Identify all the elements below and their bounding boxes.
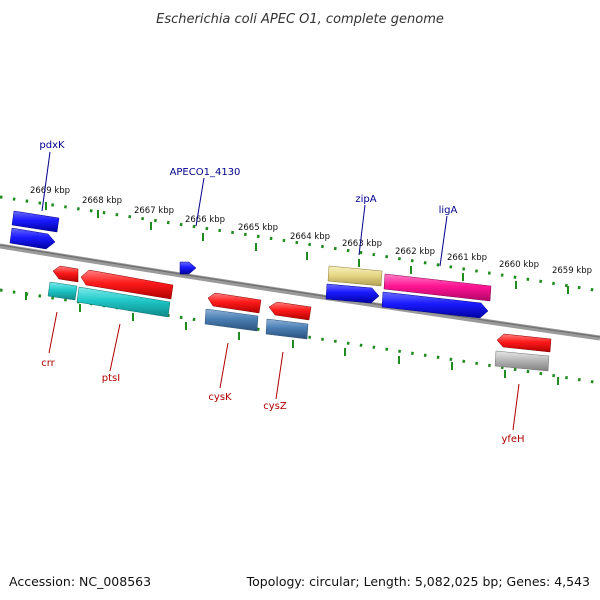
gene-label-APECO1_4130[interactable]: APECO1_4130 — [170, 167, 241, 178]
ruler-label: 2661 kbp — [447, 253, 487, 263]
genome-backbone-edge — [0, 244, 600, 338]
gene-label-cysK[interactable]: cysK — [208, 392, 232, 403]
feature-zipA-gene[interactable] — [327, 265, 383, 287]
gene-label-cysZ[interactable]: cysZ — [263, 401, 287, 412]
feature-yfeH-gene[interactable] — [494, 350, 550, 372]
ruler-label: 2662 kbp — [395, 247, 435, 257]
feature-pdxK-gene[interactable] — [11, 210, 60, 233]
ruler-major-ticks-upper — [45, 202, 569, 294]
feature-ligA-cds[interactable] — [381, 291, 489, 319]
feature-ligA-gene[interactable] — [383, 273, 492, 302]
reverse-strand-features — [47, 265, 552, 372]
ruler-label: 2659 kbp — [552, 266, 592, 276]
feature-crr-cds[interactable] — [52, 265, 79, 283]
gene-label-leaders — [41, 151, 520, 431]
forward-strand-features — [9, 210, 492, 319]
feature-pdxK-cds[interactable] — [9, 227, 56, 250]
feature-ptsI-cds[interactable] — [80, 269, 174, 300]
gene-label-pdxK[interactable]: pdxK — [39, 140, 65, 151]
gene-label-yfeH[interactable]: yfeH — [501, 434, 524, 445]
ruler-label: 2665 kbp — [238, 223, 278, 233]
feature-ptsI-gene[interactable] — [76, 286, 171, 318]
ruler-label: 2664 kbp — [290, 232, 330, 242]
gene-label-ligA[interactable]: ligA — [439, 205, 458, 216]
feature-cysZ-cds[interactable] — [268, 301, 312, 321]
feature-crr-gene[interactable] — [47, 281, 78, 301]
ruler-label: 2660 kbp — [499, 260, 539, 270]
ruler-label: 2668 kbp — [82, 196, 122, 206]
accession-text: Accession: NC_008563 — [9, 574, 151, 589]
feature-APECO1_4130-cds[interactable] — [179, 261, 197, 275]
feature-cysZ-gene[interactable] — [265, 318, 309, 340]
ruler-major-ticks-lower — [25, 292, 559, 385]
genome-backbone — [0, 243, 600, 341]
genome-summary-text: Topology: circular; Length: 5,082,025 bp… — [246, 574, 590, 589]
ruler-labels: 2669 kbp 2668 kbp 2667 kbp 2666 kbp 2665… — [30, 186, 592, 276]
feature-zipA-cds[interactable] — [325, 283, 380, 304]
feature-cysK-cds[interactable] — [207, 292, 262, 314]
ruler-label: 2667 kbp — [134, 206, 174, 216]
ruler-track-upper — [0, 195, 600, 293]
feature-yfeH-cds[interactable] — [496, 333, 552, 353]
gene-label-zipA[interactable]: zipA — [355, 194, 376, 205]
ruler-label: 2669 kbp — [30, 186, 70, 196]
ruler-track-lower — [0, 288, 600, 385]
page-title: Escherichia coli APEC O1, complete genom… — [156, 12, 444, 27]
feature-cysK-gene[interactable] — [204, 308, 259, 332]
ruler-label: 2663 kbp — [342, 239, 382, 249]
gene-label-crr[interactable]: crr — [41, 358, 55, 369]
gene-label-ptsI[interactable]: ptsI — [102, 373, 120, 384]
ruler-label: 2666 kbp — [185, 215, 225, 225]
